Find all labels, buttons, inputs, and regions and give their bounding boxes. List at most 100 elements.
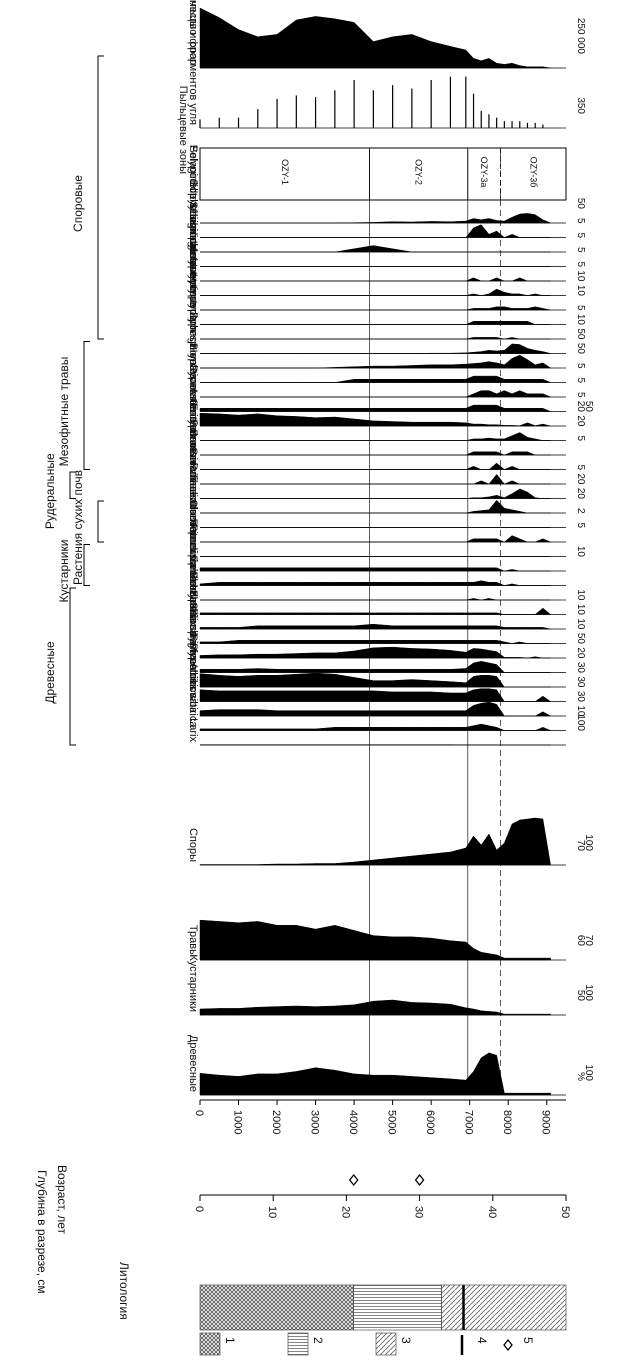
- taxon-name-label: Selaginella selaginoides: [187, 145, 199, 264]
- age-tick-label: 0: [193, 1110, 205, 1116]
- legend-label: 3: [399, 1337, 413, 1344]
- taxon-name-label: Концентрация пыльцы и спор: [187, 0, 199, 65]
- taxon-curve: [199, 404, 551, 412]
- taxon-tick-label: 20: [575, 488, 586, 500]
- taxon-tick-label: %: [575, 1072, 586, 1081]
- taxon-name-label: Thalictrum: [187, 473, 199, 524]
- lithology-unit: [199, 1284, 355, 1331]
- taxon-curve: [199, 999, 551, 1016]
- taxon-name-label: L. annotinum-type: [187, 248, 199, 336]
- taxon-tick-label: 5: [575, 232, 586, 238]
- group-brackets-layer: Древесные Кустарники Растения сухих почв Ру…: [43, 55, 104, 746]
- lithology-unit: [353, 1284, 442, 1331]
- taxon-tick-label: 5: [575, 363, 586, 369]
- dated-level-diamond: [348, 1173, 359, 1187]
- taxon-curve: [200, 451, 551, 456]
- taxon-curve: [199, 567, 551, 572]
- taxon-curve: [199, 580, 551, 586]
- taxon-curve: [199, 412, 551, 427]
- depth-tick-label: 50: [559, 1206, 571, 1218]
- pollen-zone-box: [199, 147, 567, 201]
- taxon-curve: [200, 474, 551, 485]
- group-bracket: [97, 55, 104, 340]
- taxon-name-label: L. complanatum-type: [187, 204, 199, 307]
- taxon-name-label: Betula alba-type: [187, 590, 199, 670]
- taxon-tick-label: 10: [575, 589, 586, 601]
- taxon-name-label: Salix: [187, 602, 199, 626]
- depth-axis-title: Глубина в разрезе, см: [35, 1170, 49, 1294]
- group-bracket: [69, 587, 76, 746]
- taxon-curve: [200, 488, 551, 499]
- taxon-curve: [199, 640, 551, 644]
- lithology-label: Литология: [117, 1262, 131, 1320]
- taxon-curve: [200, 321, 551, 325]
- taxon-name-label: Количество фрагментов угля: [187, 0, 199, 125]
- taxon-name-label: Picea obovata: [187, 643, 199, 714]
- taxon-name-label: Abies sibirica: [187, 663, 199, 729]
- taxon-tick-label: 50: [583, 401, 594, 413]
- legend-label: 2: [311, 1337, 325, 1344]
- taxon-name-label: Poaceae: [187, 365, 199, 408]
- taxon-name-label: Травы: [187, 925, 199, 957]
- taxon-name-label: L. clavatum-type: [187, 241, 199, 322]
- legend-swatch: [375, 1332, 397, 1356]
- legend-label: 1: [223, 1337, 237, 1344]
- group-label: Рудеральные: [43, 453, 57, 529]
- taxon-name-label: Pinus sibirica: [187, 634, 199, 700]
- group-label: Растения сухих почв: [71, 470, 85, 585]
- taxon-curve: [200, 354, 552, 369]
- taxon-tick-label: 10: [575, 604, 586, 616]
- taxon-name-label: Bryales: [187, 343, 199, 380]
- age-tick-label: 8000: [501, 1110, 513, 1134]
- taxon-name-label: Ericaceae: [187, 403, 199, 452]
- taxon-name-label: Polemonium: [187, 420, 199, 481]
- legend-diamond-symbol: [503, 1338, 513, 1352]
- legend-swatch: [199, 1332, 221, 1356]
- taxon-tick-label: 5: [575, 435, 586, 441]
- legend-label: 5: [521, 1337, 535, 1344]
- taxon-curve: [199, 623, 551, 630]
- group-bracket: [69, 471, 76, 499]
- taxon-tick-label: 5: [575, 392, 586, 398]
- taxon-tick-label: 5: [575, 377, 586, 383]
- taxon-tick-label: 100: [583, 834, 594, 851]
- taxon-name-label: Cyperaceae: [187, 364, 199, 423]
- taxon-curve: [200, 375, 551, 383]
- taxon-tick-label: 350: [575, 97, 586, 114]
- taxon-name-label: Botrychium: [187, 179, 199, 234]
- taxon-tick-label: 50: [575, 328, 586, 340]
- taxon-curve: [200, 213, 551, 224]
- taxon-name-label: Pinus sylvestris: [187, 608, 199, 684]
- group-bracket: [83, 544, 90, 586]
- taxa-curves-layer: %100Древесные50100Кустарники6070Травы701…: [187, 0, 594, 1096]
- legend-label: 4: [475, 1337, 489, 1344]
- taxon-tick-label: 5: [575, 522, 586, 528]
- taxon-tick-label: 30: [575, 676, 586, 688]
- taxon-tick-label: 5: [575, 305, 586, 311]
- taxon-curve: [199, 817, 551, 866]
- age-tick-label: 4000: [347, 1110, 359, 1134]
- pollen-zone-label: OZY-3a: [479, 157, 489, 188]
- taxon-curve: [200, 499, 551, 514]
- taxon-tick-label: 50: [575, 198, 586, 210]
- lithology-layer: Литология: [117, 1262, 567, 1331]
- taxon-name-label: Споры: [187, 828, 199, 862]
- taxon-curve: [199, 701, 552, 717]
- taxon-name-label: Polypodiophyta: [187, 145, 199, 221]
- taxon-curve: [199, 1052, 551, 1096]
- taxon-tick-label: 20: [575, 401, 586, 413]
- pollen-zone-label: OZY-3б: [528, 157, 538, 188]
- age-tick-label: 6000: [424, 1110, 436, 1134]
- taxon-name-label: Aster-type: [187, 387, 199, 437]
- taxon-name-label: Ranunculaceae: [187, 463, 199, 539]
- taxon-name-label: S. sibirica: [187, 201, 199, 250]
- depth-tick-label: 0: [193, 1206, 205, 1212]
- taxon-curve: [200, 306, 551, 311]
- taxon-tick-label: 10: [575, 285, 586, 297]
- taxon-name-label: Betula nana-type: [187, 572, 199, 655]
- taxon-curve: [199, 688, 552, 702]
- depth-tick-label: 10: [266, 1206, 278, 1218]
- depth-tick-label: 30: [413, 1206, 425, 1218]
